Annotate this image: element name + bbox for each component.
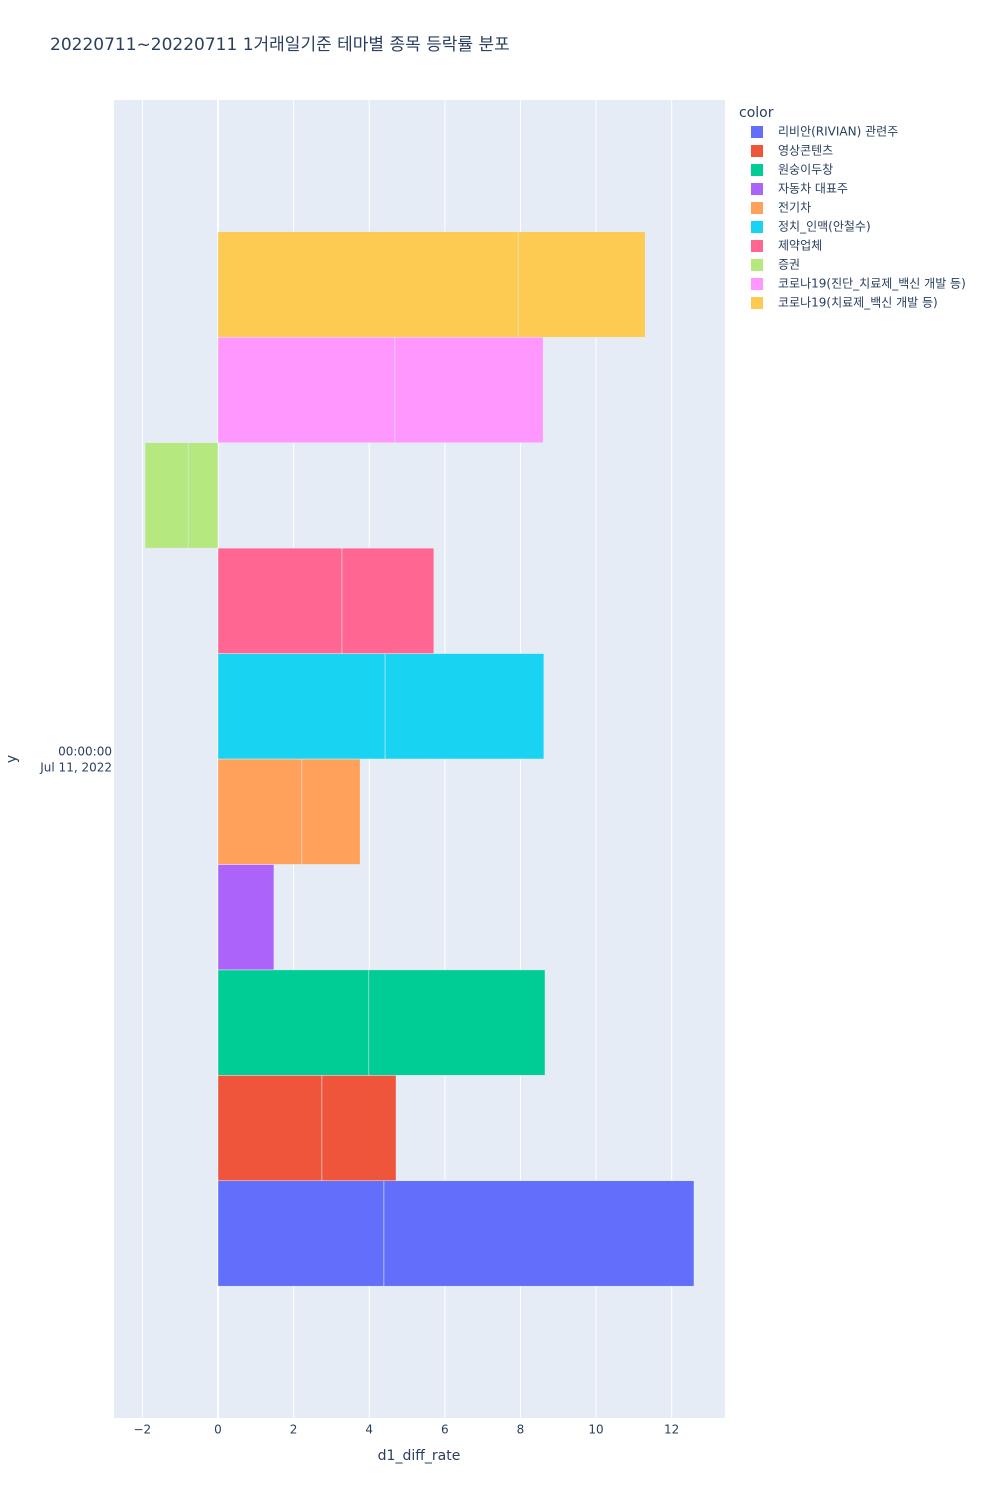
bar [217,1075,323,1182]
legend-label: 리비안(RIVIAN) 관련주 [778,125,898,139]
x-tick-label: 10 [588,1423,603,1437]
bar [217,864,275,971]
bar [187,442,219,549]
legend-swatch [751,126,763,138]
x-tick-label: 4 [365,1423,373,1437]
bar [217,653,386,760]
bar [217,1180,385,1287]
legend-swatch [751,278,763,290]
bar [384,653,545,760]
x-tick-label: 0 [214,1423,222,1437]
x-tick-label: 2 [290,1423,298,1437]
bar [517,231,646,338]
legend-label: 증권 [778,258,800,272]
bar [301,758,361,865]
x-tick-label: 8 [517,1423,525,1437]
legend-label: 제약업체 [778,238,822,253]
bar [217,231,519,338]
legend-label: 정치_인맥(안철수) [778,220,871,234]
y-axis-title: y [4,755,20,763]
legend-swatch [751,145,763,157]
legend-label: 원숭이두창 [778,163,833,177]
bar [321,1075,397,1182]
bar [394,336,544,443]
legend-title: color [739,105,774,121]
legend-label: 코로나19(진단_치료제_백신 개발 등) [778,277,966,291]
legend-swatch [751,202,763,214]
bar [144,442,189,549]
legend-label: 영상콘텐츠 [778,144,833,158]
y-tick-label: 00:00:00 [58,745,112,759]
bar [341,547,435,654]
x-tick-label: 12 [664,1423,679,1437]
bar [217,547,343,654]
legend-swatch [751,240,763,252]
bar [217,969,370,1076]
legend-swatch [751,221,763,233]
bar [383,1180,695,1287]
x-tick-label: 6 [441,1423,449,1437]
legend-swatch [751,183,763,195]
legend-swatch [751,164,763,176]
y-tick-label: Jul 11, 2022 [39,761,112,775]
bar [368,969,546,1076]
legend-swatch [751,297,763,309]
legend-swatch [751,259,763,271]
x-tick-label: −2 [134,1423,152,1437]
legend-label: 전기차 [778,201,811,215]
legend-label: 자동차 대표주 [778,182,848,196]
bar [217,758,303,865]
x-axis-title: d1_diff_rate [378,1448,461,1464]
legend-label: 코로나19(치료제_백신 개발 등) [778,296,938,310]
bar [217,336,396,443]
chart-title: 20220711~20220711 1거래일기준 테마별 종목 등락률 분포 [50,35,510,55]
